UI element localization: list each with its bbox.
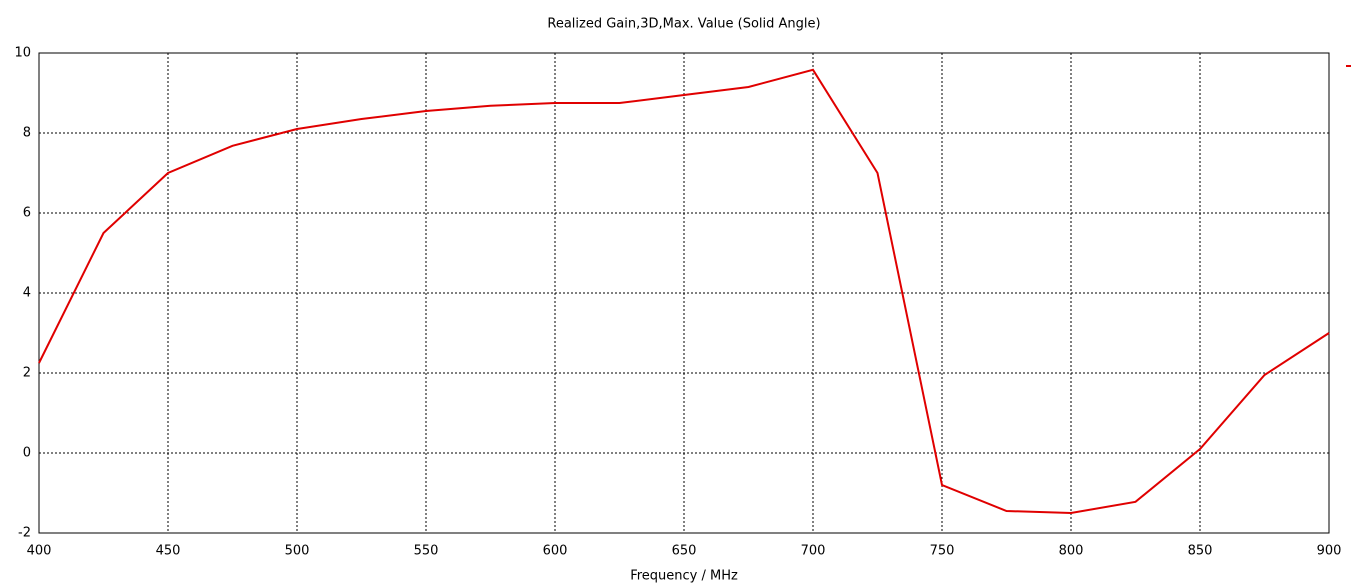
y-tick-label: 4 (23, 286, 31, 301)
data-line (38, 68, 1330, 515)
x-axis-label: Frequency / MHz (630, 569, 738, 584)
x-tick-label: 800 (1059, 544, 1084, 559)
plot-frame (38, 52, 1330, 534)
x-tick-label: 700 (801, 544, 826, 559)
x-tick-label: 750 (930, 544, 955, 559)
x-tick-label: 400 (27, 544, 52, 559)
y-tick-label: 2 (23, 366, 31, 381)
x-tick-label: 500 (285, 544, 310, 559)
x-tick-label: 650 (672, 544, 697, 559)
y-tick-label: 8 (23, 126, 31, 141)
y-tick-label: 0 (23, 446, 31, 461)
y-tick-label: 6 (23, 206, 31, 221)
x-tick-label: 550 (414, 544, 439, 559)
x-tick-label: 450 (156, 544, 181, 559)
x-tick-label: 850 (1188, 544, 1213, 559)
x-tick-label: 900 (1317, 544, 1342, 559)
chart-title: Realized Gain,3D,Max. Value (Solid Angle… (547, 17, 820, 32)
y-tick-label: -2 (18, 526, 31, 541)
y-tick-label: 10 (14, 46, 31, 61)
x-tick-label: 600 (543, 544, 568, 559)
